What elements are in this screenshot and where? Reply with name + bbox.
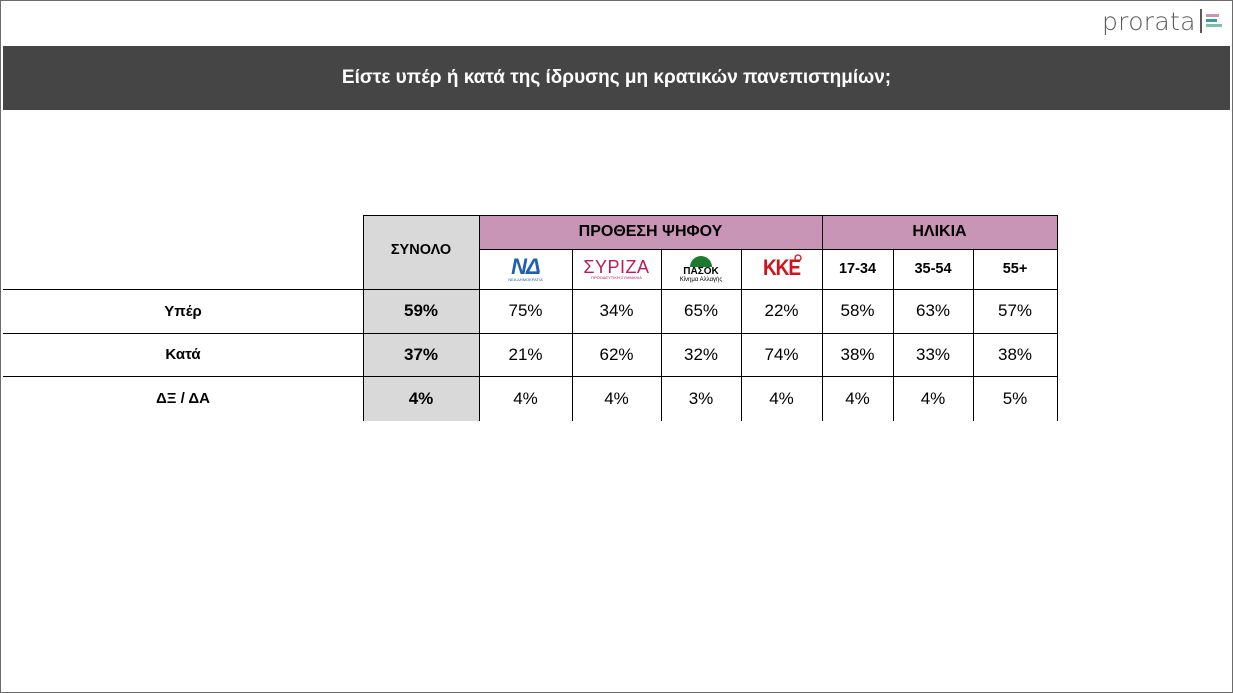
row-divider-1 — [3, 333, 1057, 334]
total-left-border — [363, 215, 364, 421]
cell-1-4: 38% — [840, 344, 875, 364]
total-value-0: 59% — [403, 301, 439, 320]
prorata-logo: prorata — [1102, 2, 1222, 40]
row-label-1: Κατά — [165, 346, 201, 363]
pasok-logo-sub: Κίνημα Αλλαγής — [679, 277, 723, 283]
nd-logo-text: ΝΔ — [511, 254, 541, 279]
age-header-1: 35-54 — [914, 261, 952, 277]
cell-0-2: 65% — [683, 301, 719, 320]
total-value-1: 37% — [403, 344, 439, 364]
cell-0-0: 75% — [508, 301, 543, 320]
group-header-vote: ΠΡΟΘΕΣΗ ΨΗΦΟΥ — [578, 223, 723, 240]
cell-1-5: 33% — [915, 344, 951, 364]
kke-logo-icon: ΚΚΕ — [741, 249, 822, 289]
total-value-2: 4% — [408, 388, 434, 408]
cell-2-3: 4% — [769, 388, 794, 408]
cell-0-5: 63% — [915, 301, 951, 320]
group-header-bg-0 — [479, 215, 822, 249]
group-header-bottom-border — [479, 249, 1057, 250]
syriza-logo-sub: ΠΡΟΟΔΕΥΤΙΚΗ ΣΥΜΜΑΧΙΑ — [591, 275, 642, 280]
kke-logo-text: ΚΚΕ — [762, 256, 801, 281]
cell-0-1: 34% — [599, 301, 634, 320]
header-bottom-border — [3, 289, 1057, 290]
cell-2-6: 5% — [1002, 388, 1028, 408]
total-column-bg — [363, 215, 479, 421]
cell-1-2: 32% — [683, 344, 719, 364]
cell-1-6: 38% — [997, 344, 1033, 364]
total-header: ΣΥΝΟΛΟ — [390, 242, 452, 258]
cell-1-0: 21% — [508, 344, 543, 364]
brand-marks-icon — [1205, 13, 1222, 27]
syriza-logo-text: ΣΥΡΙΖΑ — [583, 257, 650, 277]
row-label-2: ΔΞ / ΔΑ — [156, 390, 210, 407]
cell-2-0: 4% — [513, 388, 538, 408]
row-label-0: Υπέρ — [164, 302, 202, 320]
group-border-7 — [1057, 215, 1058, 421]
pasok-sun-icon — [689, 256, 712, 267]
brand-name: prorata — [1102, 6, 1196, 36]
age-header-2: 55+ — [1002, 261, 1028, 277]
cell-2-1: 4% — [604, 388, 629, 408]
cell-2-4: 4% — [845, 388, 870, 408]
group-header-bg-1 — [822, 215, 1057, 249]
cell-1-3: 74% — [764, 344, 799, 364]
nd-logo-sub: ΝΕΑ ΔΗΜΟΚΡΑΤΙΑ — [508, 277, 543, 282]
column-border-3 — [741, 249, 742, 421]
group-border-4 — [822, 215, 823, 421]
nd-logo-icon: ΝΔ ΝΕΑ ΔΗΜΟΚΡΑΤΙΑ — [479, 249, 572, 289]
pasok-logo-icon: ΠΑΣΟΚ Κίνημα Αλλαγής — [661, 249, 741, 289]
table-top-border — [363, 215, 1057, 216]
group-border-0 — [479, 215, 480, 421]
cell-2-2: 3% — [688, 388, 714, 408]
cell-0-3: 22% — [764, 301, 799, 320]
kke-hammer-sickle-icon — [794, 254, 802, 262]
column-border-6 — [973, 249, 974, 421]
column-border-2 — [661, 249, 662, 421]
cell-0-4: 58% — [840, 301, 875, 320]
brand-divider — [1199, 9, 1202, 33]
syriza-logo-icon: ΣΥΡΙΖΑ ΠΡΟΟΔΕΥΤΙΚΗ ΣΥΜΜΑΧΙΑ — [572, 249, 661, 289]
row-divider-2 — [3, 376, 1057, 377]
column-border-5 — [893, 249, 894, 421]
cell-2-5: 4% — [920, 388, 946, 408]
age-header-0: 17-34 — [838, 261, 877, 277]
pasok-logo-text: ΠΑΣΟΚ — [683, 266, 719, 277]
cell-1-1: 62% — [599, 344, 634, 364]
group-header-age: ΗΛΙΚΙΑ — [912, 223, 967, 240]
page-title: Είστε υπέρ ή κατά της ίδρυσης μη κρατικώ… — [341, 67, 892, 88]
cell-0-6: 57% — [997, 301, 1033, 320]
column-border-1 — [572, 249, 573, 421]
title-banner: Είστε υπέρ ή κατά της ίδρυσης μη κρατικώ… — [3, 46, 1230, 110]
